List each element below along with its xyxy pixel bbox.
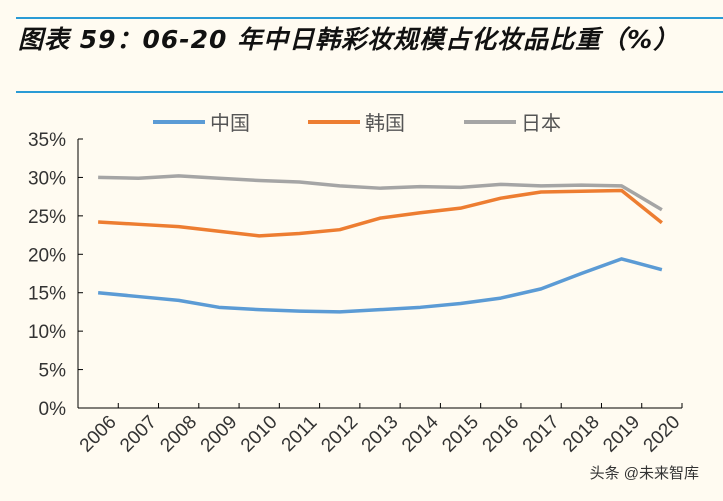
series-line-2 bbox=[98, 188, 663, 238]
title-rule bbox=[16, 91, 723, 93]
y-tick-label: 25% bbox=[28, 207, 66, 228]
series-line-1 bbox=[97, 257, 663, 314]
x-tick-label: 2014 bbox=[398, 411, 443, 456]
x-tick-label: 2017 bbox=[519, 412, 564, 457]
legend-label: 韩国 bbox=[365, 111, 405, 135]
x-tick-label: 2016 bbox=[479, 412, 524, 457]
legend-label: 中国 bbox=[210, 111, 250, 135]
y-tick-label: 20% bbox=[28, 245, 66, 266]
x-tick-label: 2006 bbox=[76, 412, 121, 457]
x-tick-label: 2011 bbox=[278, 412, 322, 456]
series-line-3 bbox=[98, 174, 663, 212]
x-tick-label: 2009 bbox=[197, 412, 242, 457]
y-tick-label: 10% bbox=[28, 322, 66, 343]
y-tick-label: 15% bbox=[28, 284, 66, 305]
x-tick-label: 2008 bbox=[156, 412, 201, 457]
y-tick-label: 5% bbox=[39, 361, 67, 382]
x-tick-label: 2018 bbox=[559, 412, 604, 457]
y-tick-label: 30% bbox=[28, 168, 66, 189]
x-tick-label: 2012 bbox=[317, 412, 362, 457]
legend-label: 日本 bbox=[521, 111, 561, 135]
x-tick-label: 2010 bbox=[237, 412, 282, 457]
top-rule bbox=[16, 17, 723, 19]
x-tick-label: 2020 bbox=[640, 412, 685, 457]
x-tick-label: 2015 bbox=[438, 412, 483, 457]
x-tick-label: 2013 bbox=[358, 412, 403, 457]
y-tick-label: 0% bbox=[39, 399, 67, 420]
x-tick-label: 2007 bbox=[116, 412, 161, 457]
x-tick-label: 2019 bbox=[599, 412, 644, 457]
watermark: 头条 @未来智库 bbox=[589, 465, 699, 482]
y-tick-label: 35% bbox=[28, 130, 66, 151]
chart-title: 图表 59：06-20 年中日韩彩妆规模占化妆品比重（%） bbox=[18, 25, 680, 54]
